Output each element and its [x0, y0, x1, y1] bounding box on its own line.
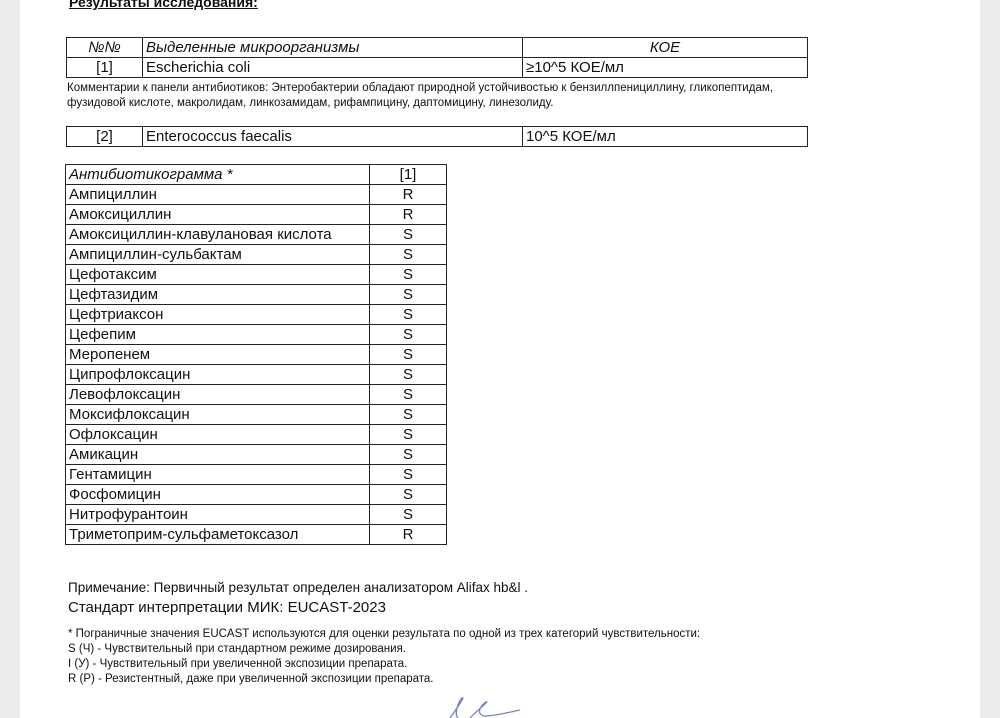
susceptibility-result: S [369, 384, 447, 405]
susceptibility-result: S [369, 424, 447, 445]
drug-name: Нитрофурантоин [65, 504, 370, 525]
table-row: Амоксициллин R [65, 204, 447, 225]
legend-line: R (Р) - Резистентный, даже при увеличенн… [68, 673, 434, 685]
susceptibility-result: R [369, 184, 447, 205]
table-row: [2] Enterococcus faecalis 10^5 КОЕ/мл [66, 126, 808, 147]
drug-name: Ципрофлоксацин [65, 364, 370, 385]
table-row: Гентамицин S [65, 464, 447, 485]
table-row: Цефепим S [65, 324, 447, 345]
legend-line: * Пограничные значения EUCAST используют… [68, 628, 701, 640]
susceptibility-result: S [369, 404, 447, 425]
drug-name: Моксифлоксацин [65, 404, 370, 425]
header-num: №№ [66, 37, 143, 58]
susceptibility-result: S [369, 264, 447, 285]
table-row: Офлоксацин S [65, 424, 447, 445]
drug-name: Цефтриаксон [65, 304, 370, 325]
susceptibility-result: S [369, 324, 447, 345]
susceptibility-result: R [369, 204, 447, 225]
susceptibility-result: S [369, 344, 447, 365]
susceptibility-result: S [369, 444, 447, 465]
table-row: Меропенем S [65, 344, 447, 365]
table-row: Триметоприм-сульфаметоксазол R [65, 524, 447, 545]
drug-name: Цефтазидим [65, 284, 370, 305]
section-title: Результаты исследования: [69, 0, 258, 10]
drug-name: Цефотаксим [65, 264, 370, 285]
organism-num: [1] [66, 57, 143, 78]
susceptibility-result: S [369, 484, 447, 505]
antibiogram-header: Антибиотикограмма * [65, 164, 370, 185]
drug-name: Фосфомицин [65, 484, 370, 505]
organism-cfu: ≥10^5 КОЕ/мл [522, 57, 808, 78]
drug-name: Левофлоксацин [65, 384, 370, 405]
table-row: Цефотаксим S [65, 264, 447, 285]
susceptibility-result: S [369, 504, 447, 525]
comment-line-1: Комментарии к панели антибиотиков: Энтер… [67, 82, 773, 94]
susceptibility-result: S [369, 364, 447, 385]
header-cfu: КОЕ [522, 37, 808, 58]
antibiogram-column: [1] [369, 164, 447, 185]
drug-name: Амоксициллин [65, 204, 370, 225]
susceptibility-result: S [369, 224, 447, 245]
table-row: Фосфомицин S [65, 484, 447, 505]
organism-num: [2] [66, 126, 143, 147]
table-row: Ципрофлоксацин S [65, 364, 447, 385]
table-header-row: №№ Выделенные микроорганизмы КОЕ [66, 37, 808, 58]
organism2-table: [2] Enterococcus faecalis 10^5 КОЕ/мл [66, 126, 808, 147]
table-row: Амоксициллин-клавулановая кислота S [65, 224, 447, 245]
table-row: Моксифлоксацин S [65, 404, 447, 425]
analyzer-note: Примечание: Первичный результат определе… [68, 580, 529, 595]
susceptibility-result: S [369, 304, 447, 325]
susceptibility-result: R [369, 524, 447, 545]
table-row: Левофлоксацин S [65, 384, 447, 405]
table-row: Нитрофурантоин S [65, 504, 447, 525]
organism-cfu: 10^5 КОЕ/мл [522, 126, 808, 147]
drug-name: Амоксициллин-клавулановая кислота [65, 224, 370, 245]
table-row: Цефтазидим S [65, 284, 447, 305]
antibiogram-table: Антибиотикограмма * [1] Ампициллин R Амокс… [65, 164, 447, 545]
susceptibility-result: S [369, 464, 447, 485]
table-header-row: Антибиотикограмма * [1] [65, 164, 447, 185]
organism-name: Enterococcus faecalis [142, 126, 523, 147]
signature [449, 697, 521, 718]
drug-name: Офлоксацин [65, 424, 370, 445]
drug-name: Меропенем [65, 344, 370, 365]
drug-name: Цефепим [65, 324, 370, 345]
table-row: [1] Escherichia coli ≥10^5 КОЕ/мл [66, 57, 808, 78]
drug-name: Триметоприм-сульфаметоксазол [65, 524, 370, 545]
legend-line: I (У) - Чувствительный при увеличенной э… [68, 658, 408, 670]
drug-name: Амикацин [65, 444, 370, 465]
drug-name: Гентамицин [65, 464, 370, 485]
legend-line: S (Ч) - Чувствительный при стандартном р… [68, 643, 406, 655]
table-row: Амикацин S [65, 444, 447, 465]
drug-name: Ампициллин [65, 184, 370, 205]
susceptibility-result: S [369, 284, 447, 305]
table-row: Ампициллин-сульбактам S [65, 244, 447, 265]
organism-name: Escherichia coli [142, 57, 523, 78]
susceptibility-result: S [369, 244, 447, 265]
header-organism: Выделенные микроорганизмы [142, 37, 523, 58]
table-row: Цефтриаксон S [65, 304, 447, 325]
table-row: Ампициллин R [65, 184, 447, 205]
interpretation-standard: Стандарт интерпретации МИК: EUCAST-2023 [68, 599, 386, 616]
comment-line-2: фузидовой кислоте, макролидам, линкозами… [67, 97, 554, 109]
drug-name: Ампициллин-сульбактам [65, 244, 370, 265]
organisms-table: №№ Выделенные микроорганизмы КОЕ [1] Esc… [66, 37, 808, 78]
